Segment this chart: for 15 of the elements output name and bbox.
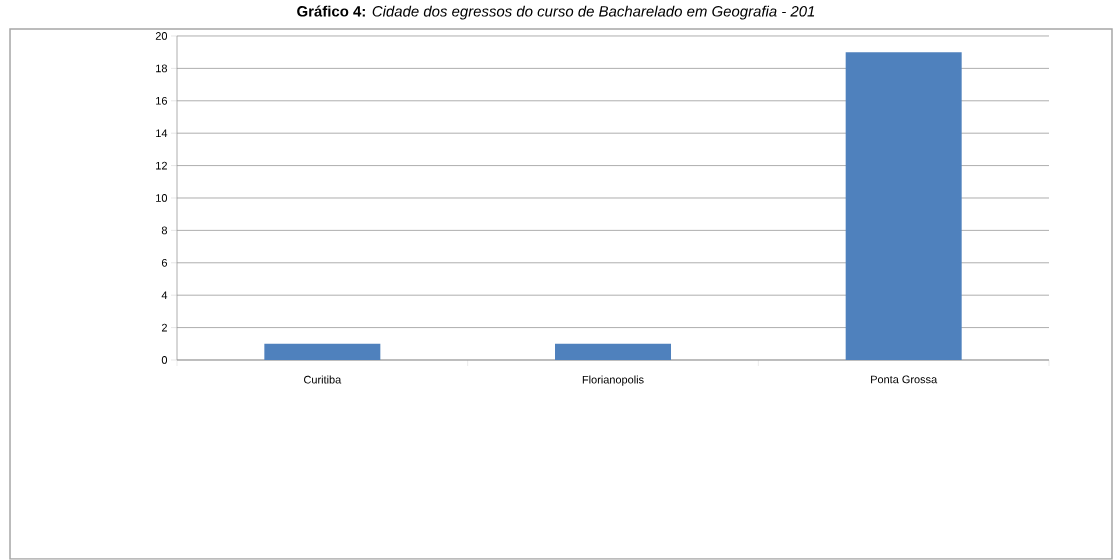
x-tick-label: Curitiba: [304, 375, 342, 384]
y-tick-label: 12: [156, 161, 167, 170]
y-tick-label: 2: [161, 323, 167, 332]
y-tick-label: 20: [155, 32, 168, 40]
y-tick-label: 10: [156, 194, 168, 202]
y-tick-label: 0: [161, 356, 168, 364]
y-tick-label: 8: [161, 226, 168, 235]
y-tick-label: 14: [156, 129, 168, 138]
x-tick-label: Ponta Grossa: [871, 375, 938, 384]
y-tick-label: 16: [156, 97, 167, 105]
x-tick-label: Florianopolis: [582, 375, 644, 386]
chart-title: Gráfico 4: Cidade dos egressos do curso de Bacharelado em Geografia - 201: [297, 5, 815, 20]
y-tick-label: 4: [161, 291, 168, 300]
y-tick-label: 6: [161, 259, 168, 267]
y-tick-label: 18: [156, 64, 167, 73]
